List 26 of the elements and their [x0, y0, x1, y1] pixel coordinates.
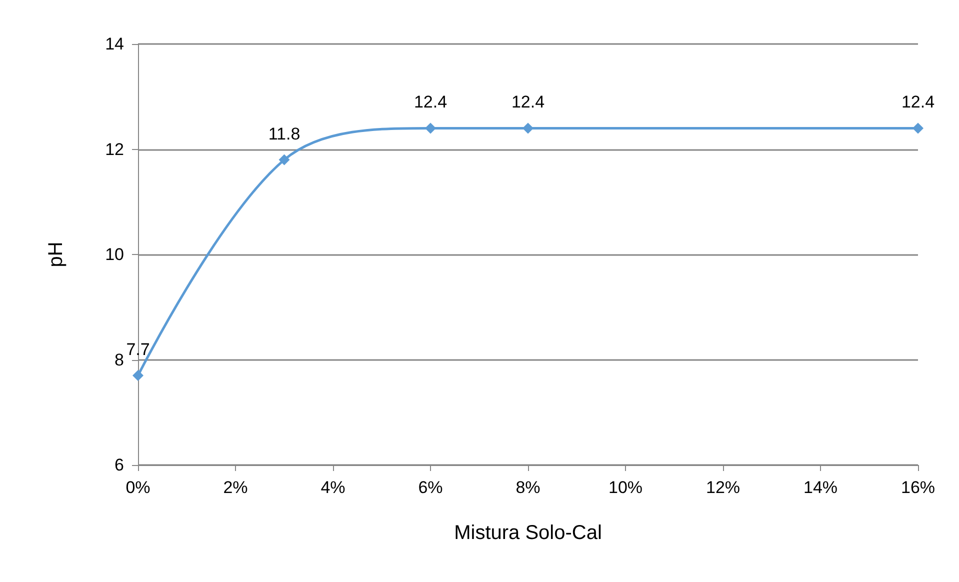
data-label: 12.4: [511, 92, 545, 112]
point: [522, 122, 534, 134]
x-axis-title: Mistura Solo-Cal: [454, 522, 602, 544]
point: [425, 122, 436, 134]
x-tick-label: 14%: [803, 478, 838, 497]
point: [912, 122, 924, 134]
data-label: 12.4: [414, 92, 448, 112]
y-tick-label: 12: [105, 140, 124, 159]
x-tick-label: 4%: [320, 478, 346, 497]
x-tick-label: 6%: [418, 478, 443, 497]
x-tick-label: 16%: [900, 478, 936, 497]
x-tick-label: 12%: [706, 478, 740, 497]
y-axis-title: pH: [45, 242, 67, 268]
y-tick-label: 10: [105, 245, 124, 264]
data-label: 7.7: [126, 340, 150, 360]
x-tick-label: 0%: [126, 478, 150, 497]
point: [132, 370, 144, 382]
x-tick-label: 2%: [223, 478, 248, 497]
data-label: 11.8: [268, 124, 300, 144]
point: [278, 154, 290, 166]
x-tick-label: 8%: [516, 478, 540, 497]
y-tick-label: 14: [105, 34, 124, 54]
data-label: 12.4: [901, 92, 935, 112]
y-tick-label: 6: [114, 456, 124, 474]
x-tick-label: 10%: [608, 478, 643, 497]
y-tick-label: 8: [114, 350, 124, 370]
